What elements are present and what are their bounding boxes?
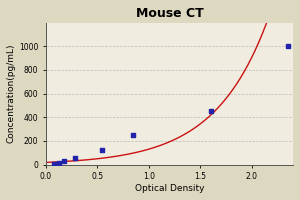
Title: Mouse CT: Mouse CT — [136, 7, 203, 20]
Point — [286, 45, 290, 48]
Point — [72, 156, 77, 159]
Point — [52, 162, 56, 166]
Y-axis label: Concentration(pg/mL): Concentration(pg/mL) — [7, 44, 16, 143]
Point — [100, 149, 105, 152]
Point — [208, 110, 213, 113]
Point — [131, 133, 136, 137]
Point — [62, 159, 67, 163]
Point — [57, 161, 62, 164]
X-axis label: Optical Density: Optical Density — [135, 184, 204, 193]
